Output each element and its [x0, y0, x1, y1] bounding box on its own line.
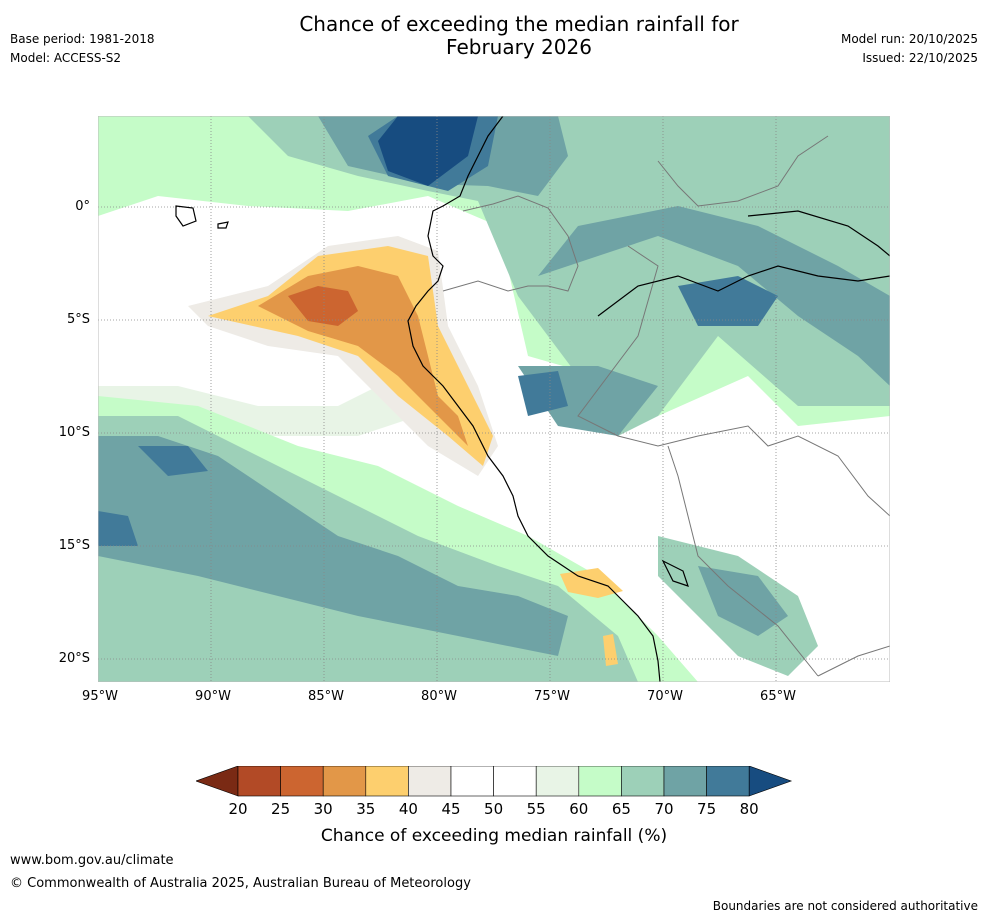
field-35-40-south	[560, 568, 623, 598]
lon-label-75w: 75°W	[534, 689, 570, 704]
lon-label-65w: 65°W	[760, 689, 796, 704]
rio-negro	[747, 210, 890, 257]
copyright-notice: © Commonwealth of Australia 2025, Austra…	[10, 876, 471, 891]
colorbar-tick-75: 75	[697, 800, 717, 818]
colorbar-segment-60-65	[578, 766, 622, 797]
colorbar-segment-35-40	[365, 766, 409, 797]
colorbar-segment-65-70	[621, 766, 665, 797]
issued-date: Issued: 22/10/2025	[862, 51, 978, 65]
website-link[interactable]: www.bom.gov.au/climate	[10, 853, 174, 868]
colorbar-segment-50-55	[493, 766, 537, 797]
lake-titicaca	[661, 559, 689, 587]
lon-label-80w: 80°W	[421, 689, 457, 704]
lon-label-70w: 70°W	[647, 689, 683, 704]
model-name: Model: ACCESS-S2	[10, 51, 122, 65]
model-run: Model run: 20/10/2025	[840, 32, 978, 46]
colorbar-tick-65: 65	[611, 800, 631, 818]
title-line-2: February 2026	[446, 35, 592, 59]
colorbar-segment-25-30	[280, 766, 324, 797]
colorbar-arrow-low	[196, 766, 239, 797]
colorbar-segment-55-60	[535, 766, 580, 797]
galapagos-island	[175, 205, 197, 227]
base-period: Base period: 1981-2018	[10, 32, 155, 46]
colorbar-tick-55: 55	[526, 800, 546, 818]
graticule	[98, 116, 890, 682]
colorbar-tick-35: 35	[356, 800, 376, 818]
field-75-80-amazon	[678, 276, 778, 326]
patch-above-75-1	[138, 446, 208, 476]
colorbar	[196, 766, 793, 797]
peru-bolivia-border	[667, 445, 819, 677]
colorbar-label: Chance of exceeding median rainfall (%)	[320, 826, 668, 846]
lat-label-10s: 10°S	[58, 425, 90, 440]
lat-label-20s: 20°S	[58, 651, 90, 666]
colorbar-tick-70: 70	[654, 800, 674, 818]
field-35-40-andes	[603, 634, 618, 666]
colorbar-tick-50: 50	[484, 800, 504, 818]
field-70-75-amazon	[538, 206, 890, 386]
lat-label-0: 0°	[75, 199, 90, 214]
lat-label-5s: 5°S	[66, 312, 90, 327]
galapagos-islet	[217, 221, 229, 229]
colorbar-segment-75-80	[706, 766, 750, 797]
colorbar-tick-60: 60	[569, 800, 589, 818]
lon-label-85w: 85°W	[308, 689, 344, 704]
pacific-coastline	[407, 116, 661, 682]
colorbar-segment-45-50	[450, 766, 494, 797]
colorbar-tick-30: 30	[313, 800, 333, 818]
title-line-1: Chance of exceeding the median rainfall …	[299, 12, 739, 36]
colorbar-tick-80: 80	[739, 800, 759, 818]
disclaimer: Boundaries are not considered authoritat…	[712, 899, 978, 913]
colorbar-segment-40-45	[408, 766, 452, 797]
peru-brazil-border	[577, 245, 890, 517]
field-70-75-bolivia	[698, 566, 788, 636]
colorbar-tick-45: 45	[441, 800, 461, 818]
colorbar-tick-20: 20	[228, 800, 248, 818]
field-65-70	[248, 116, 890, 436]
lon-label-90w: 90°W	[195, 689, 231, 704]
colorbar-arrow-high	[748, 766, 793, 797]
lon-label-95w: 95°W	[82, 689, 118, 704]
field-75-80-east	[518, 371, 568, 416]
ecuador-colombia-border	[442, 195, 579, 292]
map-title: Chance of exceeding the median rainfall …	[244, 13, 794, 59]
patch-above-75-2	[98, 511, 138, 546]
colorbar-segment-20-25	[237, 766, 281, 797]
coastline	[175, 116, 890, 682]
lat-label-15s: 15°S	[58, 538, 90, 553]
field-above-80	[378, 116, 478, 186]
colorbar-segment-70-75	[663, 766, 707, 797]
colorbar-tick-40: 40	[398, 800, 418, 818]
amazon-river	[597, 265, 890, 317]
colombia-brazil-border	[657, 135, 829, 207]
bolivia-south-border	[817, 645, 890, 677]
rainfall-probability-map	[98, 116, 890, 682]
country-borders	[442, 135, 890, 677]
colorbar-segment-30-35	[322, 766, 367, 797]
field-25-30	[288, 286, 358, 326]
probability-fields	[98, 116, 890, 682]
colorbar-tick-25: 25	[271, 800, 291, 818]
